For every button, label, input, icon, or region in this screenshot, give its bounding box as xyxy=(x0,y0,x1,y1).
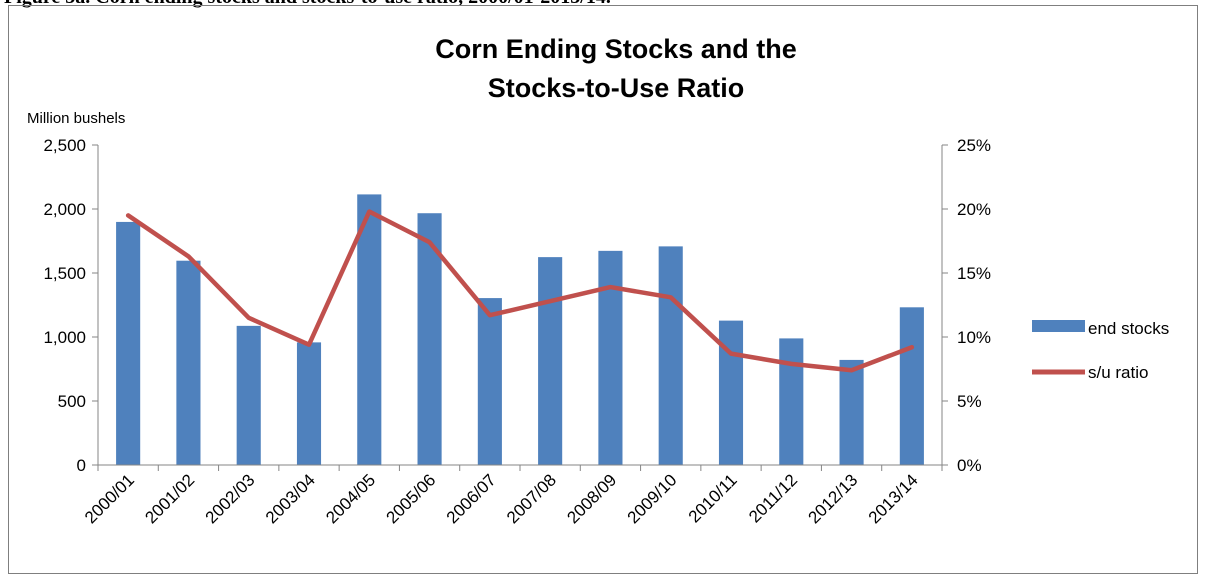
x-axis-tick-label: 2011/12 xyxy=(745,470,801,526)
legend-swatch-end-stocks xyxy=(1032,320,1085,332)
x-axis-tick-label: 2005/06 xyxy=(383,470,440,527)
bar-2002-03 xyxy=(236,325,261,465)
left-axis-tick-labels: 0 500 1,000 1,500 2,000 2,500 xyxy=(43,136,86,475)
x-axis-tick-label: 2006/07 xyxy=(443,470,500,527)
bar-2008-09 xyxy=(598,250,623,465)
x-axis-tick-label: 2009/10 xyxy=(624,470,681,527)
bar-2001-02 xyxy=(176,260,201,465)
right-axis-tick-label: 15% xyxy=(957,264,991,283)
right-axis-tick-label: 25% xyxy=(957,136,991,155)
left-axis-tick-label: 1,500 xyxy=(43,264,86,283)
right-axis-tick-label: 0% xyxy=(957,456,982,475)
bar-2003-04 xyxy=(296,342,322,465)
bar-2007-08 xyxy=(538,257,563,465)
chart-title-line-1: Corn Ending Stocks and the xyxy=(435,34,797,64)
line-series xyxy=(125,209,915,373)
legend: end stocks s/u ratio xyxy=(1032,319,1169,382)
left-axis-tick-label: 1,000 xyxy=(43,328,86,347)
x-axis-tick-label: 2012/13 xyxy=(805,470,862,527)
left-axis-tick-label: 500 xyxy=(58,392,86,411)
right-axis-tick-labels: 0% 5% 10% 15% 20% 25% xyxy=(957,136,991,475)
x-axis-tick-label: 2013/14 xyxy=(865,470,922,527)
x-axis-tick-label: 2003/04 xyxy=(262,470,319,527)
x-axis-tick-label: 2000/01 xyxy=(81,470,138,527)
figure-caption: Figure 3a. Corn ending stocks and stocks… xyxy=(4,0,611,8)
chart-title-line-2: Stocks-to-Use Ratio xyxy=(488,73,745,103)
bar-2006-07 xyxy=(477,298,502,465)
legend-label-su-ratio: s/u ratio xyxy=(1088,363,1148,382)
bar-2011-12 xyxy=(779,338,804,465)
right-axis-tick-label: 20% xyxy=(957,200,991,219)
bar-2013-14 xyxy=(899,307,924,465)
y-axis-unit-label: Million bushels xyxy=(27,110,125,127)
x-axis-tick-label: 2002/03 xyxy=(202,470,259,527)
su-ratio-line xyxy=(125,209,915,373)
left-axis-tick-label: 2,000 xyxy=(43,200,86,219)
x-axis-tick-labels: 2000/01 2001/02 2002/03 2003/04 2004/05 2005/… xyxy=(81,470,922,527)
legend-label-end-stocks: end stocks xyxy=(1088,319,1169,338)
left-axis-tick-label: 0 xyxy=(77,456,86,475)
x-axis-tick-label: 2008/09 xyxy=(563,470,620,527)
right-axis-tick-label: 5% xyxy=(957,392,982,411)
x-axis-tick-label: 2004/05 xyxy=(322,470,379,527)
axes xyxy=(92,144,948,471)
bar-2004-05 xyxy=(357,194,382,465)
bar-2000-01 xyxy=(116,221,141,465)
bar-2009-10 xyxy=(658,246,683,465)
bar-2012-13 xyxy=(839,359,864,465)
x-axis-tick-label: 2007/08 xyxy=(503,470,560,527)
bar-2010-11 xyxy=(718,320,744,465)
left-axis-tick-label: 2,500 xyxy=(43,136,86,155)
x-axis-tick-label: 2001/02 xyxy=(141,470,198,527)
bar-series xyxy=(116,194,924,465)
right-axis-tick-label: 10% xyxy=(957,328,991,347)
chart-frame xyxy=(8,5,1198,574)
figure-caption-strip: Figure 3a. Corn ending stocks and stocks… xyxy=(0,0,1210,8)
x-axis-tick-label: 2010/11 xyxy=(685,470,741,526)
